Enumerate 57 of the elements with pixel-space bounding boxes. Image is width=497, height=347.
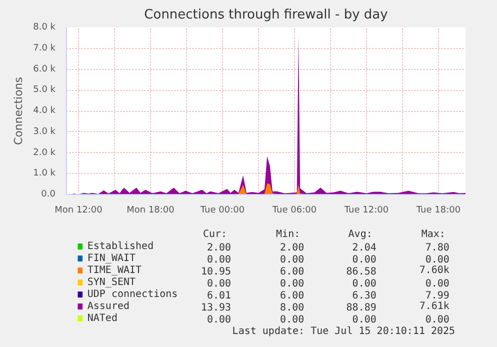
text: 2.00 bbox=[206, 242, 232, 254]
text: 0.00 bbox=[280, 278, 304, 290]
text: 7.99 bbox=[425, 290, 450, 302]
text: 86.58 bbox=[346, 266, 376, 278]
text: 0.00 bbox=[352, 314, 376, 326]
text: 0.00 bbox=[206, 278, 232, 290]
x-tick-label: Mon 12:00 bbox=[54, 206, 103, 216]
chart-title: Connections through firewall - by day bbox=[144, 8, 388, 22]
y-tick-label: 7.0 k bbox=[33, 43, 56, 54]
text: 6.00 bbox=[280, 290, 304, 302]
text: 0.00 bbox=[425, 254, 450, 266]
x-tick-label: Mon 18:00 bbox=[126, 206, 175, 216]
legend-label: Established bbox=[87, 241, 154, 252]
text: 0.00 bbox=[280, 254, 304, 266]
text: Min: bbox=[276, 229, 300, 240]
x-tick-label: Tue 18:00 bbox=[415, 206, 461, 216]
text: 0.00 bbox=[425, 314, 450, 326]
text: 13.93 bbox=[200, 302, 232, 314]
y-axis-title: Connections bbox=[12, 76, 26, 145]
legend-label: Assured bbox=[87, 301, 130, 312]
y-tick-label: 0.0 bbox=[41, 190, 56, 200]
text: 88.89 bbox=[346, 302, 376, 314]
text: 2.00 bbox=[280, 242, 304, 254]
text: Last update: Tue Jul 15 20:10:11 2025 bbox=[232, 326, 456, 337]
legend-label: TIME_WAIT bbox=[87, 265, 142, 276]
text: 6.01 bbox=[206, 290, 232, 302]
x-tick-label: Tue 00:00 bbox=[199, 206, 245, 216]
y-tick-label: 6.0 k bbox=[33, 64, 56, 74]
y-tick-label: 8.0 k bbox=[33, 22, 56, 32]
text: 6.30 bbox=[352, 290, 376, 302]
x-tick-label: Tue 06:00 bbox=[271, 206, 317, 216]
text: 0.00 bbox=[352, 278, 376, 290]
text: Avg: bbox=[348, 229, 372, 240]
text: Cur: bbox=[202, 229, 228, 240]
y-tick-label: 1.0 k bbox=[33, 168, 56, 179]
text: 0.00 bbox=[206, 314, 232, 326]
legend-label: UDP connections bbox=[87, 289, 178, 300]
y-tick-label: 2.0 k bbox=[33, 148, 56, 158]
y-tick-label: 4.0 k bbox=[33, 106, 56, 116]
text: 0.00 bbox=[280, 314, 304, 326]
text: 7.61k bbox=[419, 301, 450, 312]
text: 7.80 bbox=[425, 242, 450, 254]
text: Max: bbox=[421, 229, 446, 240]
legend-label: NATed bbox=[87, 313, 118, 324]
text: 0.00 bbox=[352, 254, 376, 266]
text: 0.00 bbox=[425, 278, 450, 290]
text: 2.04 bbox=[352, 242, 376, 254]
text: 8.00 bbox=[280, 302, 304, 314]
text: 7.60k bbox=[419, 265, 450, 276]
y-tick-label: 3.0 k bbox=[33, 126, 56, 137]
legend-label: SYN_SENT bbox=[87, 277, 136, 288]
x-tick-label: Tue 12:00 bbox=[343, 206, 389, 216]
text: 0.00 bbox=[206, 254, 232, 266]
legend-label: FIN_WAIT bbox=[87, 253, 136, 264]
text: 10.95 bbox=[200, 266, 232, 278]
text: 6.00 bbox=[280, 266, 304, 278]
y-tick-label: 5.0 k bbox=[33, 85, 56, 96]
